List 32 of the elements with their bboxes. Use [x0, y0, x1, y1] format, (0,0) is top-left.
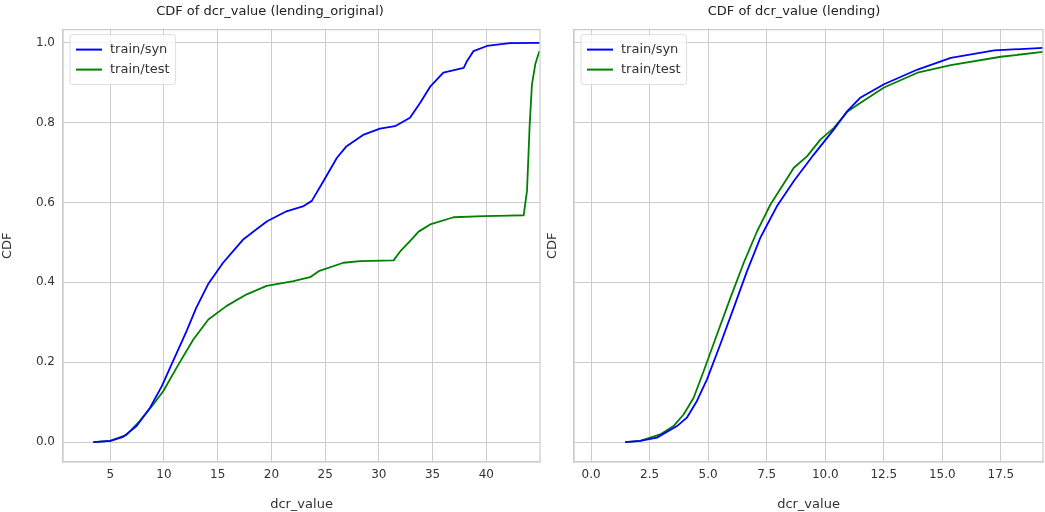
- y-tick-label: 0.0: [35, 434, 55, 449]
- x-tick-label: 15.0: [928, 467, 956, 482]
- x-axis-title: dcr_value: [777, 495, 840, 511]
- x-tick-label: 10.0: [811, 467, 839, 482]
- y-tick-label: 1.0: [35, 34, 55, 49]
- legend-label: train/test: [110, 60, 170, 76]
- x-tick-label: 2.5: [640, 467, 660, 482]
- x-tick-label: 5: [106, 467, 115, 482]
- chart-title: CDF of dcr_value (lending_original): [156, 3, 384, 19]
- y-tick-label: 0.2: [35, 354, 55, 369]
- x-tick-label: 25: [317, 467, 333, 482]
- x-tick-label: 15: [210, 467, 226, 482]
- x-tick-label: 17.5: [987, 467, 1015, 482]
- x-tick-label: 40: [478, 467, 494, 482]
- x-tick-label: 10: [156, 467, 172, 482]
- y-axis-title: CDF: [0, 232, 15, 260]
- x-axis-title: dcr_value: [270, 495, 333, 511]
- x-tick-label: 0.0: [581, 467, 601, 482]
- x-tick-label: 30: [371, 467, 387, 482]
- y-tick-label: 0.6: [35, 194, 55, 209]
- x-tick-label: 12.5: [870, 467, 898, 482]
- x-tick-label: 35: [424, 467, 441, 482]
- legend-label: train/syn: [621, 40, 679, 56]
- y-axis-title: CDF: [544, 232, 560, 260]
- legend-label: train/syn: [110, 40, 168, 56]
- chart-title: CDF of dcr_value (lending): [707, 3, 881, 19]
- legend-label: train/test: [621, 60, 681, 76]
- x-tick-label: 7.5: [757, 467, 777, 482]
- y-tick-label: 0.8: [35, 114, 55, 129]
- y-tick-label: 0.4: [35, 274, 55, 289]
- x-tick-label: 20: [263, 467, 280, 482]
- x-tick-label: 5.0: [698, 467, 718, 482]
